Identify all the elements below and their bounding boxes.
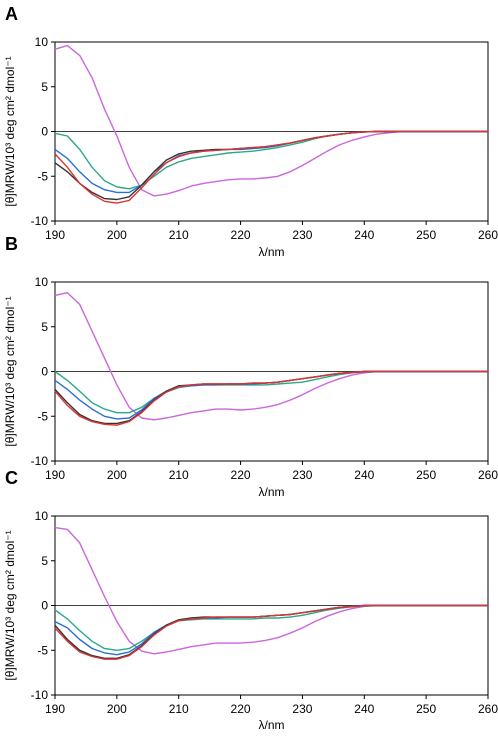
y-tick-label: -5: [37, 409, 48, 423]
x-tick-label: 250: [416, 702, 436, 716]
series-line-5: [54, 370, 488, 426]
panel-label: A: [5, 4, 18, 24]
series-line-2: [54, 130, 488, 190]
x-tick-label: 200: [107, 702, 127, 716]
y-axis-title: [θ]MRW/10³ deg cm² dmol⁻¹: [3, 296, 17, 446]
x-tick-label: 210: [169, 468, 189, 482]
x-tick-label: 250: [416, 228, 436, 242]
y-axis-title: [θ]MRW/10³ deg cm² dmol⁻¹: [3, 530, 17, 680]
y-tick-label: -10: [31, 454, 49, 468]
series-line-4: [54, 130, 488, 201]
y-tick-label: 5: [41, 80, 48, 94]
y-tick-label: 5: [41, 554, 48, 568]
series-line-1: [54, 526, 488, 655]
x-tick-label: 260: [478, 468, 498, 482]
x-tick-label: 230: [292, 702, 312, 716]
x-tick-label: 190: [45, 702, 65, 716]
x-axis-title: λ/nm: [258, 485, 284, 499]
y-tick-label: 0: [41, 365, 48, 379]
y-tick-label: -10: [31, 688, 49, 702]
series-line-3: [54, 370, 488, 420]
x-tick-label: 200: [107, 468, 127, 482]
chart-panel-c: C 190 200 210 220 230 240 250 260 10 5 0 -5 -10 λ/nm [θ…: [3, 468, 498, 732]
y-tick-label: 10: [35, 35, 49, 49]
x-tick-label: 230: [292, 228, 312, 242]
y-tick-label: 0: [41, 125, 48, 139]
x-tick-label: 200: [107, 228, 127, 242]
panel-label: B: [5, 234, 18, 254]
x-axis-title: λ/nm: [258, 245, 284, 259]
x-tick-label: 240: [354, 702, 374, 716]
y-tick-label: 0: [41, 599, 48, 613]
panel-label: C: [5, 468, 18, 488]
series-line-4: [54, 370, 488, 425]
x-tick-label: 190: [45, 468, 65, 482]
series-line-3: [54, 604, 488, 656]
chart-panel-a: A 190 200 210 220 230 240 250 260 10 5 0 -5 -10 λ/nm [θ…: [3, 4, 498, 259]
x-tick-label: 260: [478, 702, 498, 716]
y-tick-label: 10: [35, 275, 49, 289]
y-axis-title: [θ]MRW/10³ deg cm² dmol⁻¹: [3, 56, 17, 206]
x-tick-label: 260: [478, 228, 498, 242]
series-line-5: [54, 130, 488, 204]
y-tick-label: -10: [31, 214, 49, 228]
x-axis-title: λ/nm: [258, 718, 284, 732]
x-tick-label: 240: [354, 228, 374, 242]
chart-panel-b: B 190 200 210 220 230 240 250 260 10 5 0 -5 -10 λ/nm [θ…: [3, 234, 498, 499]
y-tick-label: 5: [41, 320, 48, 334]
series-line-3: [54, 130, 488, 194]
series-line-5: [54, 604, 488, 660]
x-tick-label: 230: [292, 468, 312, 482]
y-tick-label: -5: [37, 169, 48, 183]
series-line-2: [54, 604, 488, 651]
series-line-1: [54, 292, 488, 421]
series-line-1: [54, 44, 488, 197]
y-tick-label: 10: [35, 509, 49, 523]
x-tick-label: 220: [231, 228, 251, 242]
x-tick-label: 240: [354, 468, 374, 482]
x-tick-label: 220: [231, 702, 251, 716]
x-tick-label: 190: [45, 228, 65, 242]
x-tick-label: 220: [231, 468, 251, 482]
y-tick-label: -5: [37, 643, 48, 657]
x-tick-label: 210: [169, 228, 189, 242]
x-tick-label: 250: [416, 468, 436, 482]
x-tick-label: 210: [169, 702, 189, 716]
